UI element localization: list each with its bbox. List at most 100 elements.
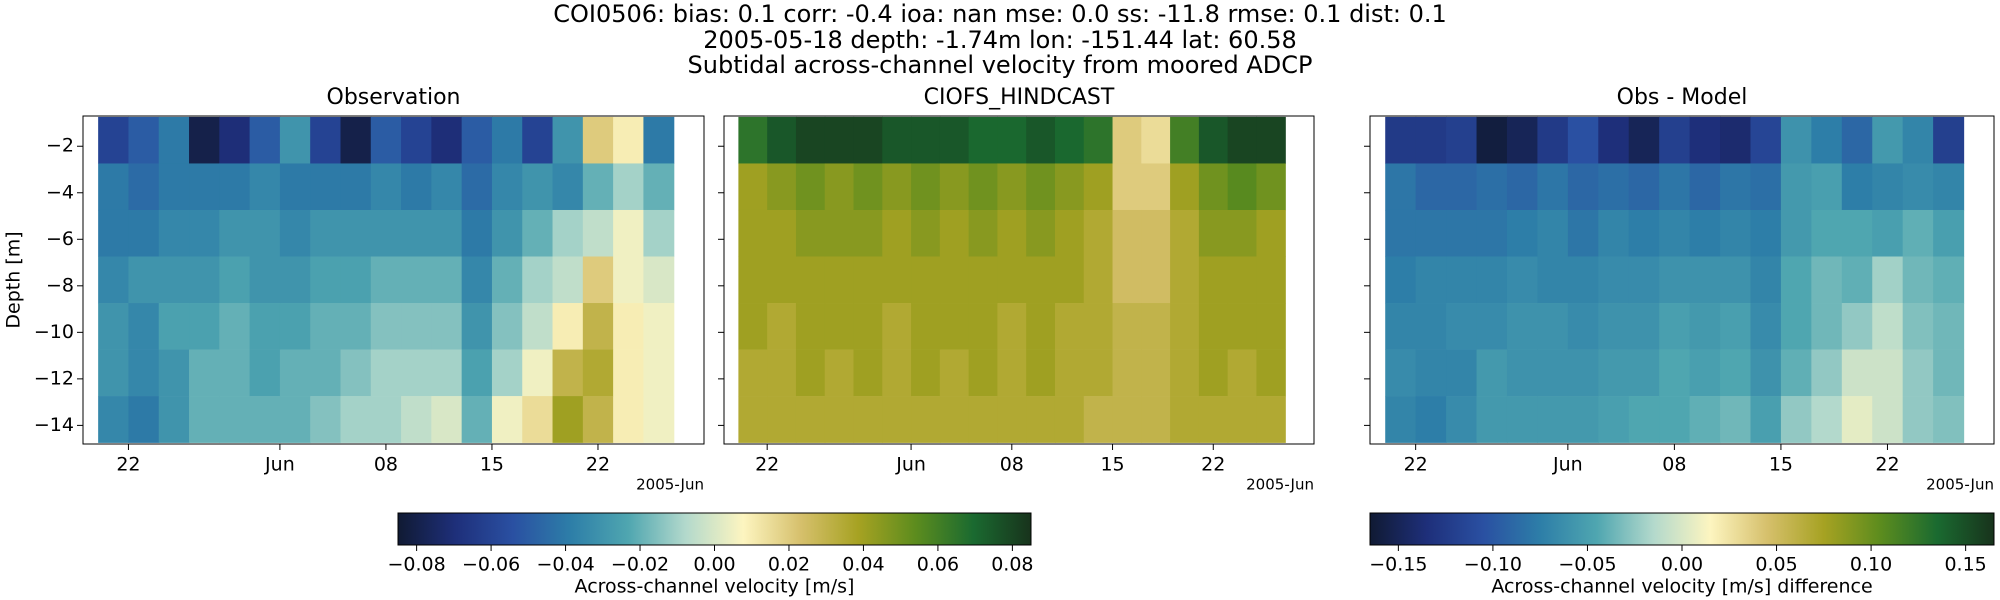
heat-cell — [882, 209, 912, 257]
heat-cell — [1141, 209, 1171, 257]
panel-title: Observation — [327, 85, 461, 110]
heat-cell — [431, 163, 463, 211]
heat-cell — [1083, 396, 1114, 443]
colorbar-tick-label: 0.04 — [842, 554, 884, 576]
heat-cell — [911, 349, 941, 397]
heat-cell — [552, 256, 584, 304]
heat-cell — [738, 256, 768, 304]
heat-cell — [1537, 209, 1569, 257]
heat-cell — [279, 256, 311, 304]
heat-cell — [643, 349, 675, 397]
heat-cell — [431, 396, 463, 443]
heat-cell — [1198, 256, 1229, 304]
heat-cell — [1026, 256, 1056, 304]
heat-cell — [613, 116, 645, 164]
heat-cell — [340, 303, 372, 350]
heat-cell — [1227, 396, 1258, 443]
heat-cell — [1628, 256, 1660, 304]
heat-cell — [1780, 209, 1812, 257]
heat-cell — [1628, 396, 1660, 443]
heat-cell — [1415, 116, 1447, 164]
colorbar-label: Across-channel velocity [m/s] difference — [1491, 576, 1872, 598]
heat-cell — [1598, 209, 1630, 257]
heat-cell — [1198, 396, 1229, 443]
heat-cell — [189, 163, 220, 211]
heat-cell — [249, 256, 281, 304]
heat-cell — [249, 209, 281, 257]
heat-cell — [401, 303, 432, 350]
heat-cell — [1141, 303, 1171, 350]
heat-cell — [1256, 349, 1286, 397]
heat-cell — [1083, 116, 1114, 164]
heat-cell — [1385, 209, 1417, 257]
heat-cell — [1385, 303, 1417, 350]
colorbar-tick-label: 0.15 — [1944, 554, 1986, 576]
x-tick-label: Jun — [895, 454, 926, 476]
heat-cell — [882, 116, 912, 164]
heat-cell — [1780, 349, 1812, 397]
heat-cell — [1054, 396, 1085, 443]
heat-cell — [939, 396, 970, 443]
x-tick-label: 22 — [116, 454, 140, 476]
heat-cell — [491, 163, 523, 211]
heat-cell — [1476, 209, 1508, 257]
heat-cell — [968, 349, 999, 397]
heat-cell — [431, 209, 463, 257]
heat-cell — [1598, 303, 1630, 350]
heat-cell — [582, 116, 614, 164]
heat-cell — [1902, 116, 1934, 164]
heat-cell — [1476, 116, 1508, 164]
heat-cell — [522, 209, 554, 257]
heat-cell — [219, 396, 251, 443]
heat-cell — [431, 256, 463, 304]
heat-cell — [1385, 349, 1417, 397]
heat-cell — [1112, 303, 1142, 350]
heat-cell — [613, 396, 645, 443]
heat-cell — [853, 209, 883, 257]
heat-cell — [853, 303, 883, 350]
heat-cell — [1112, 209, 1142, 257]
suptitle: 2005-05-18 depth: -1.74m lon: -151.44 la… — [703, 26, 1297, 54]
heat-cell — [939, 256, 970, 304]
heat-cell — [968, 209, 999, 257]
x-tick-label: 22 — [1875, 454, 1899, 476]
heat-cell — [128, 396, 160, 443]
heat-cell — [1198, 303, 1229, 350]
x-tick-label: Jun — [1552, 454, 1583, 476]
heat-cell — [189, 116, 220, 164]
heat-cell — [1385, 116, 1417, 164]
heat-cell — [491, 116, 523, 164]
heat-cell — [158, 209, 190, 257]
heat-cell — [1083, 209, 1114, 257]
heat-cell — [613, 209, 645, 257]
heat-cell — [1750, 163, 1782, 211]
heat-cell — [1598, 396, 1630, 443]
heat-cell — [1054, 303, 1085, 350]
heat-cell — [340, 396, 372, 443]
heat-cell — [1476, 349, 1508, 397]
heat-cell — [1811, 256, 1843, 304]
heat-cell — [1872, 116, 1904, 164]
heat-cell — [1659, 396, 1691, 443]
heat-cell — [1506, 163, 1539, 211]
heat-cell — [401, 256, 432, 304]
heat-cell — [1780, 116, 1812, 164]
heat-cell — [1026, 209, 1056, 257]
heat-cell — [279, 209, 311, 257]
heat-cell — [1780, 163, 1812, 211]
heat-cell — [310, 116, 342, 164]
x-tick-label: 22 — [755, 454, 779, 476]
heat-cell — [1750, 256, 1782, 304]
y-tick-label: −4 — [46, 181, 74, 203]
heat-cell — [1227, 256, 1258, 304]
heat-cell — [1227, 163, 1258, 211]
heat-cell — [582, 256, 614, 304]
heat-cell — [767, 256, 797, 304]
heat-cell — [1628, 163, 1660, 211]
heat-cell — [219, 349, 251, 397]
heat-cell — [1902, 349, 1934, 397]
heat-cell — [189, 396, 220, 443]
heat-cell — [219, 163, 251, 211]
heat-cell — [1811, 163, 1843, 211]
heat-cell — [370, 256, 402, 304]
